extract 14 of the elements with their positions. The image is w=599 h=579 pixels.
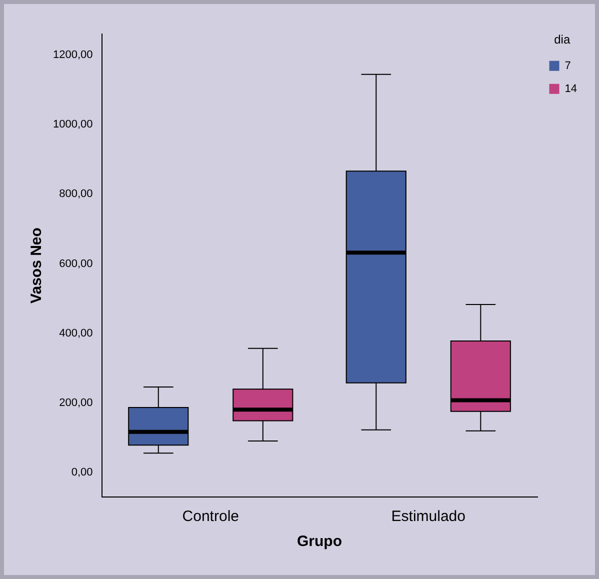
x-axis-title: Grupo xyxy=(297,533,342,550)
legend-title: dia xyxy=(554,32,570,46)
y-tick-label: 800,00 xyxy=(59,188,93,200)
y-tick-label: 600,00 xyxy=(59,258,93,270)
x-tick-label: Estimulado xyxy=(391,508,466,526)
legend-label: 7 xyxy=(564,60,571,72)
y-tick-label: 1200,00 xyxy=(52,48,93,61)
legend-label: 14 xyxy=(564,82,578,95)
x-tick-label: Controle xyxy=(182,508,239,526)
y-tick-label: 1000,00 xyxy=(52,118,93,131)
y-tick-label: 0,00 xyxy=(71,466,93,479)
y-axis-title: Vasos Neo xyxy=(28,228,46,304)
y-tick-label: 200,00 xyxy=(59,397,93,410)
y-tick-label: 400,00 xyxy=(59,327,93,340)
